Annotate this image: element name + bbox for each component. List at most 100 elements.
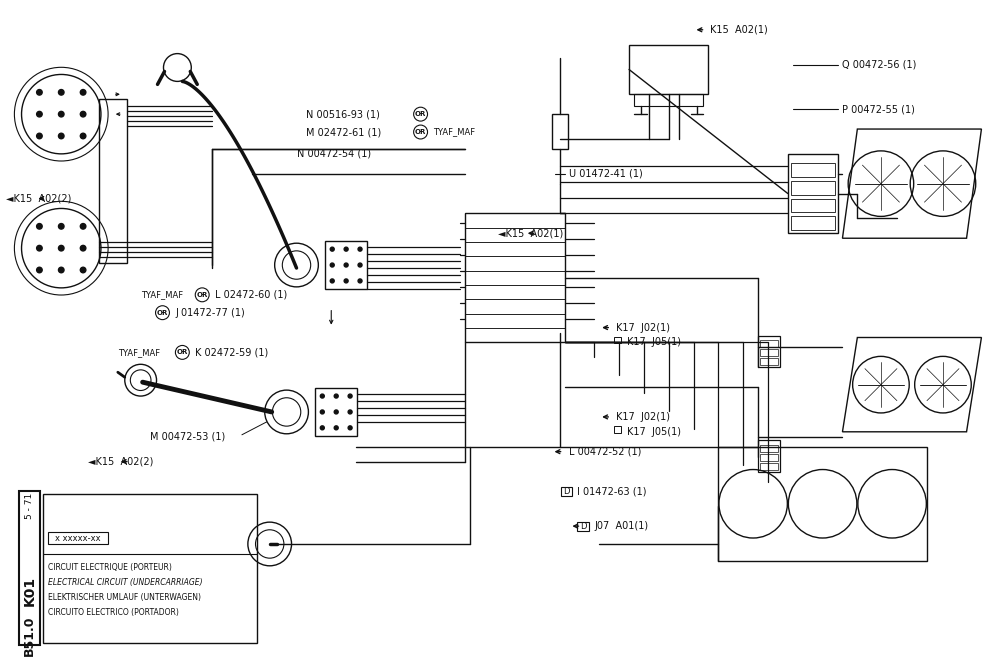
Text: CIRCUITO ELECTRICO (PORTADOR): CIRCUITO ELECTRICO (PORTADOR) [48,608,179,617]
Circle shape [330,248,334,251]
Text: ◄K15  A02(2): ◄K15 A02(2) [6,193,71,203]
Circle shape [330,279,334,283]
Circle shape [348,426,352,430]
Text: CIRCUIT ELECTRIQUE (PORTEUR): CIRCUIT ELECTRIQUE (PORTEUR) [48,563,172,572]
Text: K15  A02(1): K15 A02(1) [710,25,768,35]
Bar [465,271,565,285]
Circle shape [320,426,324,430]
Circle shape [330,263,334,267]
Text: M 00472-53 (1): M 00472-53 (1) [150,432,225,442]
Text: ELECTRICAL CIRCUIT (UNDERCARRIAGE): ELECTRICAL CIRCUIT (UNDERCARRIAGE) [48,578,203,587]
Bar [43,494,257,644]
Bar [465,328,565,343]
Circle shape [358,279,362,283]
Bar [758,335,780,367]
Text: OR: OR [157,310,168,315]
Bar [634,94,703,106]
Circle shape [37,133,42,139]
Text: I 01472-63 (1): I 01472-63 (1) [577,486,647,496]
Circle shape [334,394,338,398]
Bar [465,242,565,257]
Circle shape [37,224,42,229]
Text: U 01472-41 (1): U 01472-41 (1) [569,169,643,179]
Circle shape [320,394,324,398]
Text: L 02472-60 (1): L 02472-60 (1) [215,290,287,300]
Text: TYAF_MAF: TYAF_MAF [433,127,476,137]
Circle shape [80,90,86,95]
Text: B51.0: B51.0 [23,615,36,655]
Circle shape [58,267,64,273]
Circle shape [58,246,64,251]
Text: L 00472-52 (1): L 00472-52 (1) [569,447,642,457]
Bar [465,285,565,300]
Bar [760,445,778,451]
Bar [760,463,778,469]
Bar [577,521,589,531]
Text: 5 - 71: 5 - 71 [25,493,34,519]
Circle shape [80,112,86,117]
Text: x xxxxx-xx: x xxxxx-xx [55,533,101,543]
Bar [48,532,108,544]
Bar [19,491,40,645]
Bar [99,99,127,263]
Bar [791,163,835,177]
Text: J 01472-77 (1): J 01472-77 (1) [175,308,245,317]
Text: OR: OR [197,292,208,298]
Circle shape [344,279,348,283]
Text: Q 00472-56 (1): Q 00472-56 (1) [842,59,917,69]
Bar [791,216,835,230]
Text: K01: K01 [22,576,36,606]
Bar [629,45,708,94]
Text: K17  J05(1): K17 J05(1) [627,337,681,347]
Text: OR: OR [415,111,426,117]
Circle shape [80,133,86,139]
Bar [561,487,572,496]
Text: N 00472-54 (1): N 00472-54 (1) [297,149,371,159]
Text: J07  A01(1): J07 A01(1) [594,521,648,531]
Bar [760,453,778,461]
Bar [325,241,367,289]
Circle shape [37,112,42,117]
Text: K 02472-59 (1): K 02472-59 (1) [195,347,269,358]
Text: ◄K15  A02(1): ◄K15 A02(1) [498,228,563,238]
Circle shape [80,224,86,229]
Bar [465,314,565,328]
Circle shape [344,248,348,251]
Text: ◄K15  A02(2): ◄K15 A02(2) [88,457,153,467]
Circle shape [37,90,42,95]
Bar [465,257,565,271]
Circle shape [58,112,64,117]
Text: ELEKTRISCHER UMLAUF (UNTERWAGEN): ELEKTRISCHER UMLAUF (UNTERWAGEN) [48,593,201,602]
Circle shape [320,410,324,414]
Bar [465,213,565,228]
Circle shape [344,263,348,267]
Text: OR: OR [415,129,426,135]
Bar [760,349,778,356]
Bar [614,426,621,433]
Circle shape [348,394,352,398]
Circle shape [58,224,64,229]
Bar [791,181,835,195]
Text: K17  J05(1): K17 J05(1) [627,427,681,437]
Text: M 02472-61 (1): M 02472-61 (1) [306,127,382,137]
Text: TYAF_MAF: TYAF_MAF [118,348,160,357]
Text: OR: OR [177,349,188,355]
Bar [788,154,838,233]
Bar [315,388,357,436]
Circle shape [37,267,42,273]
Bar [758,440,780,471]
Circle shape [334,426,338,430]
Bar [465,300,565,313]
Text: P 00472-55 (1): P 00472-55 (1) [842,104,915,114]
Circle shape [37,246,42,251]
Bar [465,228,565,242]
Text: D: D [563,487,570,496]
Circle shape [58,133,64,139]
Bar [791,199,835,213]
Text: N 00516-93 (1): N 00516-93 (1) [306,109,380,119]
Circle shape [358,248,362,251]
Circle shape [80,267,86,273]
Text: K17  J02(1): K17 J02(1) [616,412,670,422]
Text: TYAF_MAF: TYAF_MAF [141,290,183,300]
Bar [718,447,927,561]
